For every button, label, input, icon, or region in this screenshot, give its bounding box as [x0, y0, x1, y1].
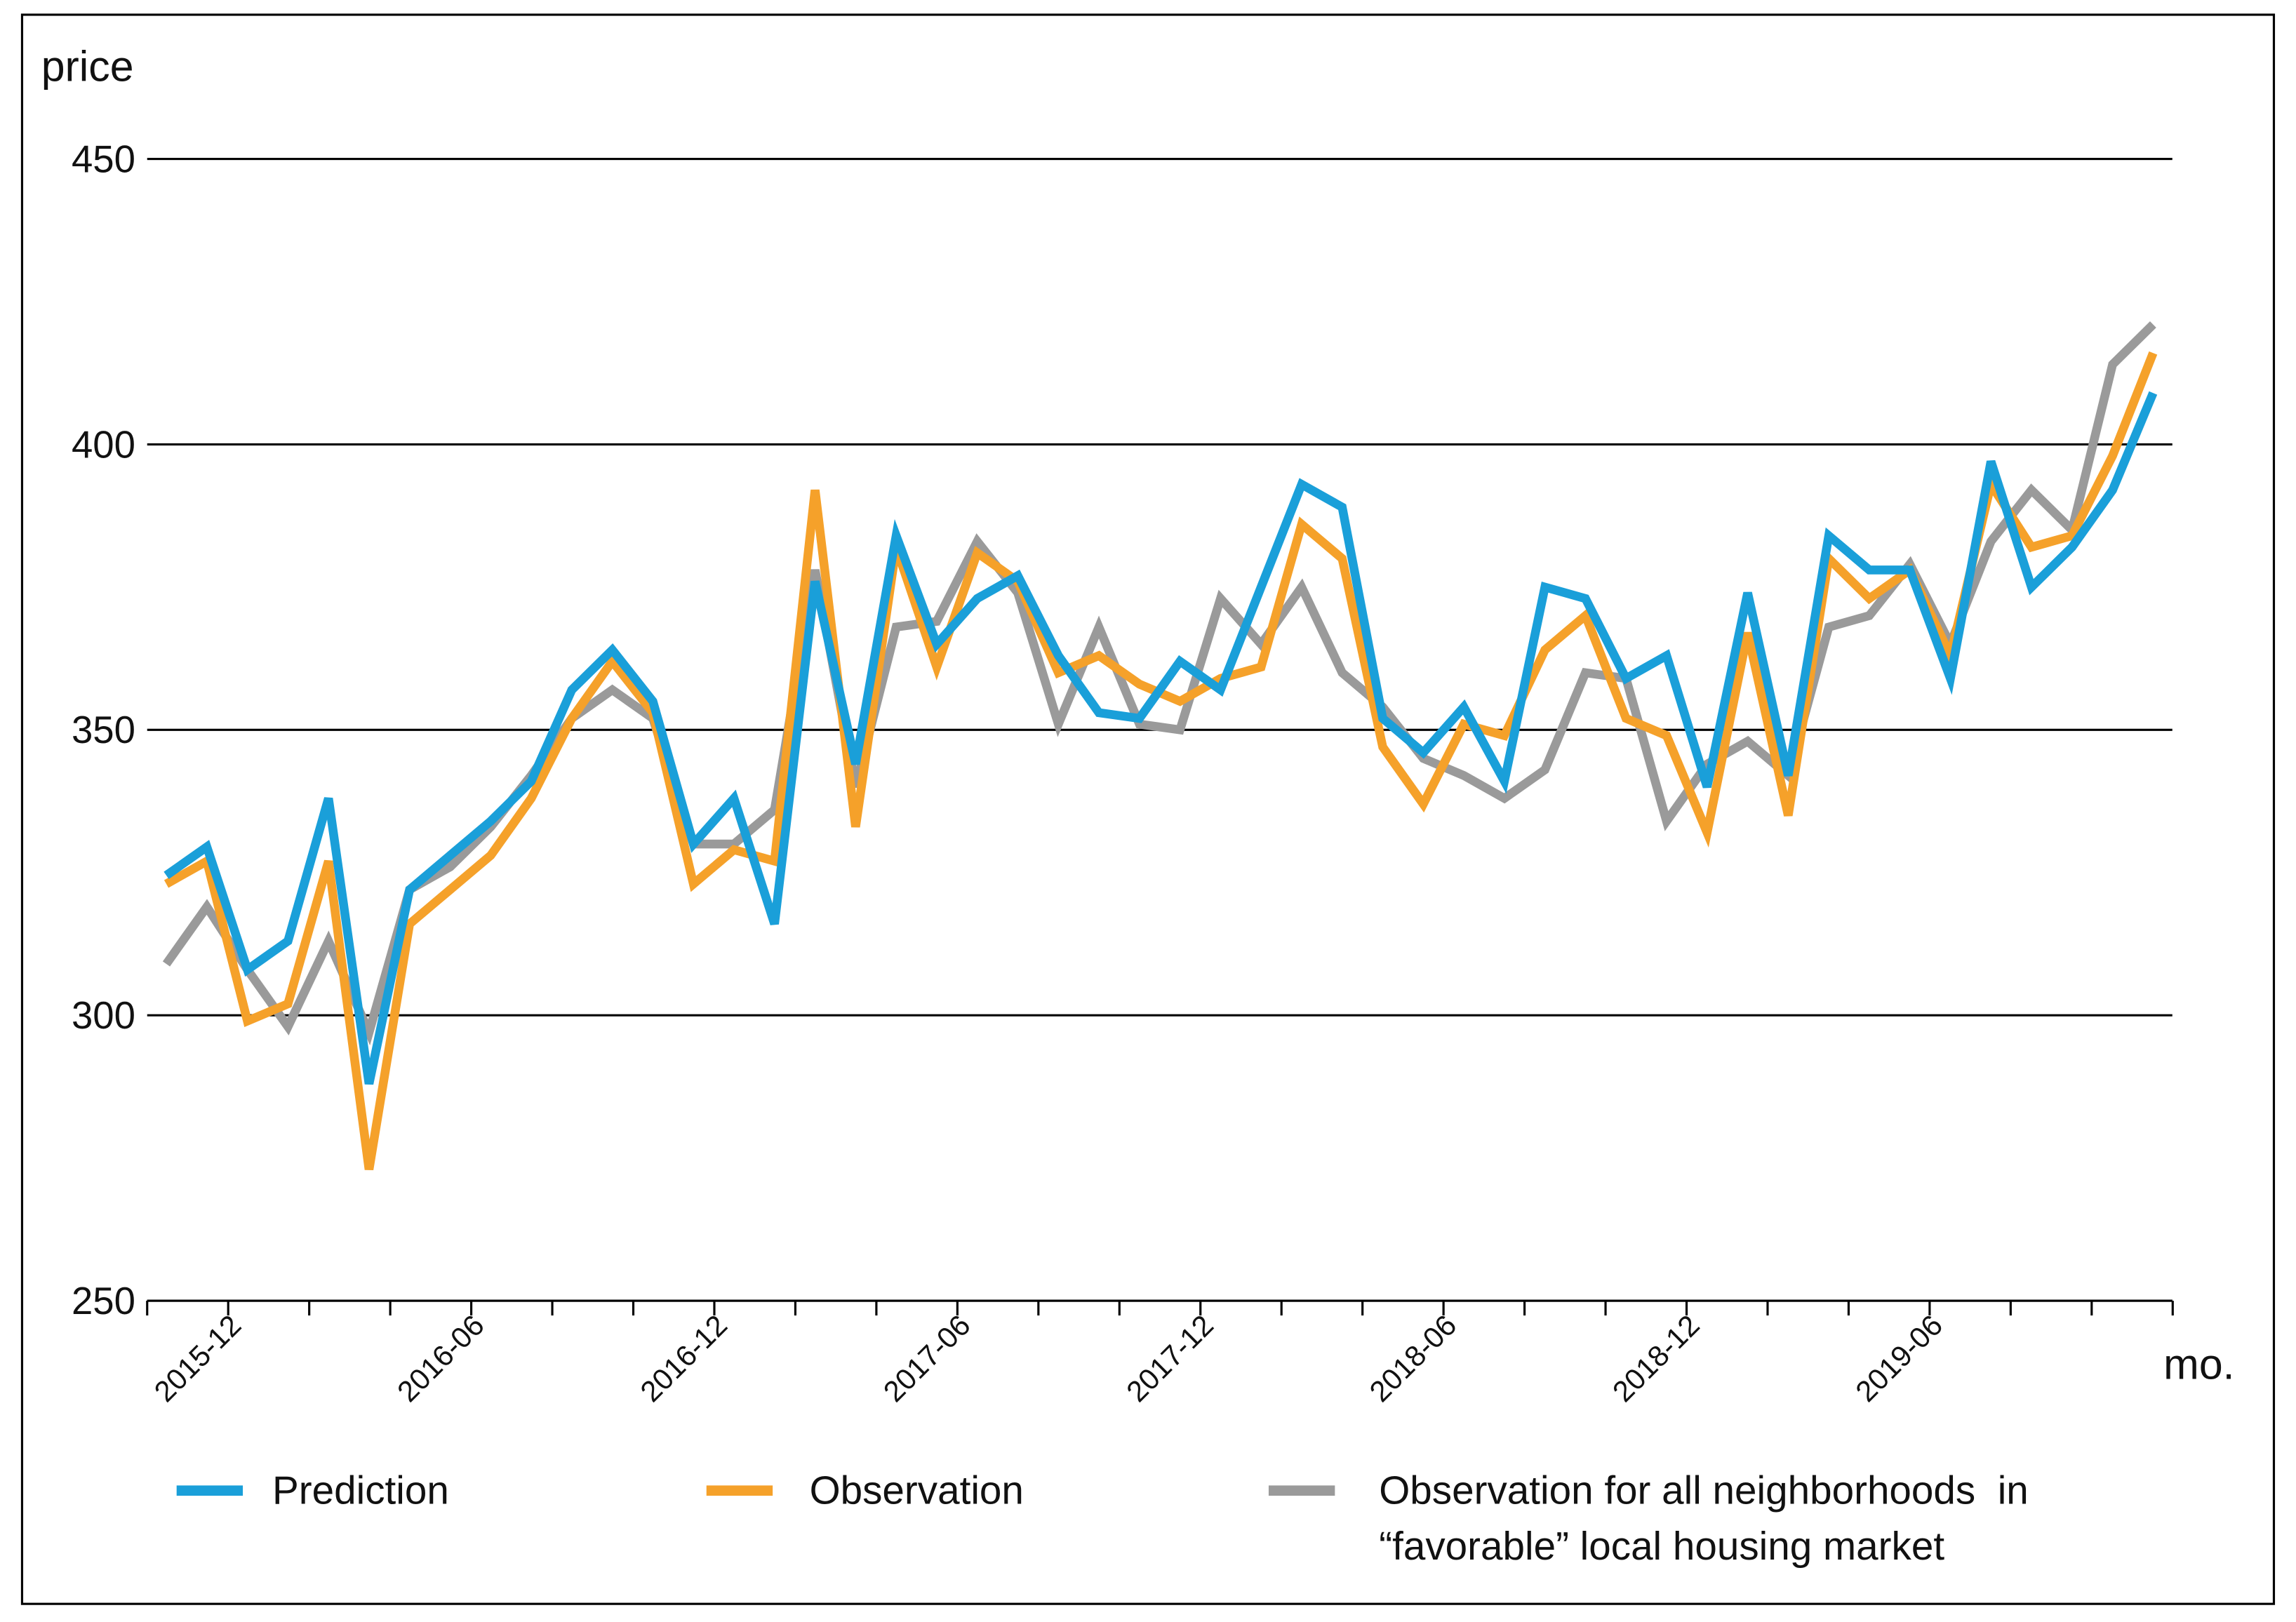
y-axis-label: price	[41, 42, 134, 90]
legend-label: Observation for all neighborhoods in “fa…	[1379, 1468, 2040, 1569]
y-tick-label: 400	[72, 423, 135, 466]
x-axis-label: mo.	[2163, 1340, 2234, 1388]
x-tick-label: 2017-06	[877, 1308, 977, 1408]
series-line	[162, 321, 2156, 1046]
legend-label: Prediction	[272, 1468, 449, 1513]
y-tick-label: 300	[72, 994, 135, 1037]
x-tick-label: 2016-06	[391, 1308, 490, 1408]
y-tick-label: 250	[72, 1280, 135, 1322]
x-tick-label: 2018-12	[1606, 1308, 1706, 1408]
y-tick-label: 350	[72, 709, 135, 751]
frame	[20, 13, 2276, 1605]
x-tick-label: 2018-06	[1363, 1308, 1462, 1408]
series-line	[163, 351, 2158, 1170]
x-tick-label: 2019-06	[1849, 1308, 1949, 1408]
y-tick-label: 450	[72, 138, 135, 180]
x-tick-label: 2017-12	[1120, 1308, 1220, 1408]
legend-label: Observation	[809, 1468, 1024, 1513]
x-tick-label: 2015-12	[147, 1308, 247, 1408]
x-tick-label: 2016-12	[634, 1308, 733, 1408]
series-line	[163, 391, 2158, 1085]
